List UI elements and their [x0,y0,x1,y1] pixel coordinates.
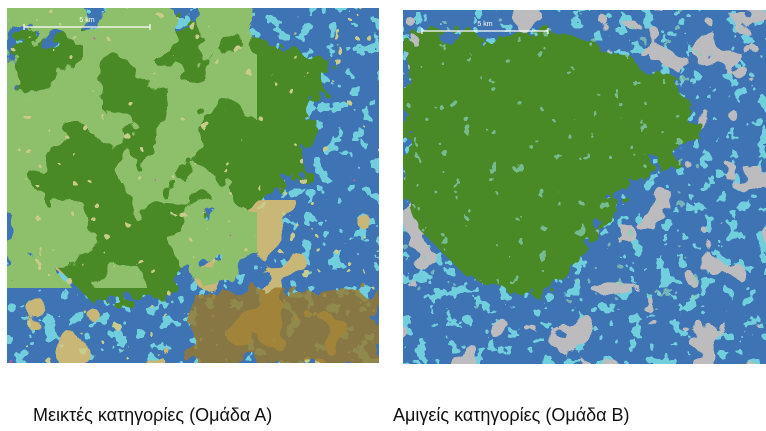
caption: Μεικτές κατηγορίες (Ομάδα Α) [33,405,272,426]
scale-label: 5 km [477,21,492,28]
caption: Αμιγείς κατηγορίες (Ομάδα Β) [393,405,630,426]
scale-label: 5 km [79,17,94,24]
map-b: 5 km [403,10,766,364]
page: 5 km 5 km Μεικτές κατηγορίες (Ομάδα Α) Α… [0,0,766,431]
map-a: 5 km [0,8,380,370]
maps: 5 km 5 km [0,0,766,431]
